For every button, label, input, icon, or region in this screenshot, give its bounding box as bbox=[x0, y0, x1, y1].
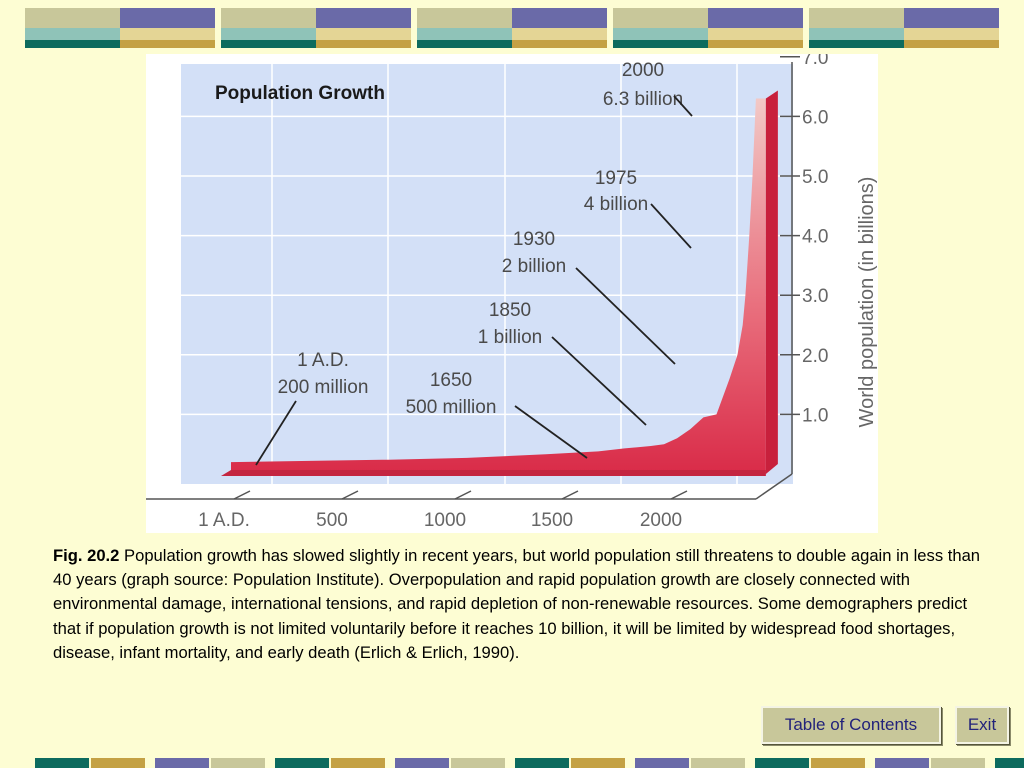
figure-label: Fig. 20.2 bbox=[53, 546, 120, 565]
x-tick-label: 500 bbox=[316, 510, 348, 531]
band-segment bbox=[571, 758, 625, 768]
x-tick-label: 1000 bbox=[424, 510, 466, 531]
annotation-leader bbox=[255, 400, 297, 466]
annotation-value: 6.3 billion bbox=[603, 89, 683, 110]
annotation-leader bbox=[551, 336, 647, 426]
y-tick-label: 6.0 bbox=[802, 107, 828, 128]
x-tick bbox=[670, 490, 688, 500]
x-tick bbox=[233, 490, 251, 500]
annotation-year: 1850 bbox=[489, 300, 531, 321]
band-segment bbox=[211, 758, 265, 768]
table-of-contents-button[interactable]: Table of Contents bbox=[761, 706, 941, 744]
band-segment bbox=[635, 758, 689, 768]
population-chart: 1.0 2.0 3.0 4.0 5.0 6.0 7.0 1 A.D. 500 1000 1500 20… bbox=[146, 54, 878, 533]
x-tick bbox=[561, 490, 579, 500]
annotation-value: 1 billion bbox=[478, 327, 542, 348]
population-area-side bbox=[765, 90, 778, 474]
band-segment bbox=[755, 758, 809, 768]
band-segment bbox=[275, 758, 329, 768]
band-segment bbox=[155, 758, 209, 768]
bottom-decorative-band bbox=[0, 758, 1024, 768]
annotation-value: 2 billion bbox=[502, 256, 566, 277]
band-segment bbox=[995, 758, 1024, 768]
y-tick-label: 5.0 bbox=[802, 167, 828, 188]
annotation-value: 500 million bbox=[406, 397, 497, 418]
y-tick-label: 7.0 bbox=[802, 54, 828, 69]
x-tick bbox=[454, 490, 472, 500]
figure-caption: Fig. 20.2 Population growth has slowed s… bbox=[53, 544, 993, 665]
annotation-year: 1650 bbox=[430, 370, 472, 391]
annotation-year: 1 A.D. bbox=[297, 350, 349, 371]
annotation-year: 1975 bbox=[595, 168, 637, 189]
chart-title: Population Growth bbox=[215, 83, 385, 104]
annotation-year: 2000 bbox=[622, 60, 664, 81]
band-segment bbox=[931, 758, 985, 768]
band-tile bbox=[221, 8, 411, 48]
band-segment bbox=[35, 758, 89, 768]
band-segment bbox=[811, 758, 865, 768]
annotation-leader bbox=[575, 267, 676, 365]
population-area-edge bbox=[221, 470, 766, 476]
y-axis-label: World population (in billions) bbox=[856, 177, 878, 428]
exit-button[interactable]: Exit bbox=[955, 706, 1009, 744]
band-tile bbox=[417, 8, 607, 48]
top-decorative-band bbox=[0, 0, 1024, 50]
grid bbox=[181, 56, 793, 484]
band-tile bbox=[613, 8, 803, 48]
x-tick bbox=[341, 490, 359, 500]
annotation-leader bbox=[673, 95, 693, 117]
band-segment bbox=[91, 758, 145, 768]
annotation-year: 1930 bbox=[513, 229, 555, 250]
band-segment bbox=[515, 758, 569, 768]
x-tick-label: 1500 bbox=[531, 510, 573, 531]
x-axis-corner bbox=[755, 473, 793, 500]
chart-svg: 1.0 2.0 3.0 4.0 5.0 6.0 7.0 1 A.D. 500 1000 1500 20… bbox=[146, 54, 878, 531]
band-tile bbox=[25, 8, 215, 48]
band-segment bbox=[451, 758, 505, 768]
y-tick-label: 1.0 bbox=[802, 405, 828, 426]
x-tick-label: 1 A.D. bbox=[198, 510, 250, 531]
annotation-value: 200 million bbox=[278, 377, 369, 398]
y-tick-label: 4.0 bbox=[802, 227, 828, 248]
x-tick-label: 2000 bbox=[640, 510, 682, 531]
band-segment bbox=[395, 758, 449, 768]
y-tick-label: 3.0 bbox=[802, 286, 828, 307]
annotation-leader bbox=[514, 405, 588, 459]
annotation-value: 4 billion bbox=[584, 194, 648, 215]
y-tick-label: 2.0 bbox=[802, 346, 828, 367]
annotation-leader bbox=[650, 203, 692, 249]
band-segment bbox=[691, 758, 745, 768]
band-tile bbox=[809, 8, 999, 48]
band-segment bbox=[875, 758, 929, 768]
population-area bbox=[231, 98, 766, 474]
caption-text: Population growth has slowed slightly in… bbox=[53, 546, 981, 662]
band-segment bbox=[331, 758, 385, 768]
